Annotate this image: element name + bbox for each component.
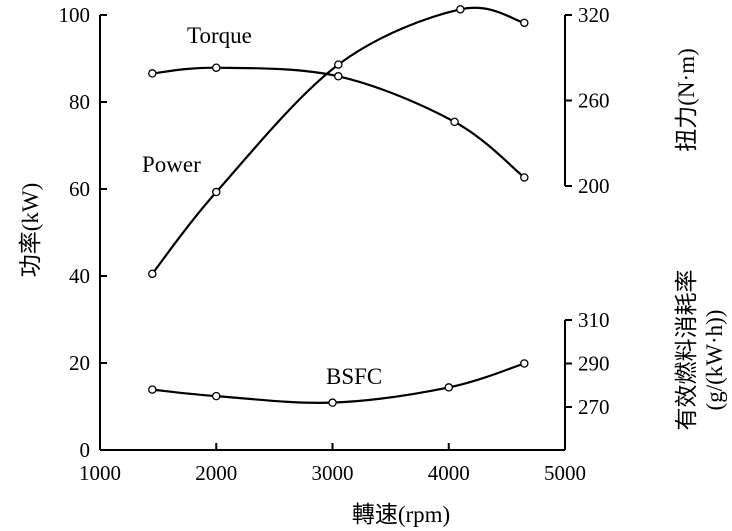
bsfc-point (444, 383, 453, 392)
left-tick-label: 80 (69, 90, 90, 114)
left-tick-label: 60 (69, 177, 90, 201)
torque-tick-label: 260 (578, 89, 610, 113)
x-axis: 1000 2000 3000 4000 5000 (79, 443, 586, 485)
left-tick-label: 0 (80, 438, 91, 462)
torque-tick-label: 200 (578, 174, 610, 198)
left-tick-label: 20 (69, 351, 90, 375)
torque-point (148, 69, 157, 78)
x-tick-label: 3000 (312, 461, 354, 485)
power-point (456, 5, 465, 14)
power-point (211, 187, 221, 197)
bsfc-tick-label: 310 (578, 308, 610, 332)
axis-titles: 轉速(rpm) 功率(kW) 扭力(N·m) 有效燃料消耗率 (g/(kW·h)) (18, 48, 727, 527)
left-axis: 0 20 40 60 80 100 (59, 3, 107, 462)
bsfc-tick-label: 290 (578, 352, 610, 376)
torque-series-label: Torque (187, 23, 252, 48)
x-axis-title: 轉速(rpm) (352, 502, 450, 527)
torque-point (520, 173, 529, 182)
torque-point (334, 72, 343, 81)
series-labels: Torque Power BSFC (142, 23, 382, 389)
power-series-label: Power (142, 152, 201, 177)
x-tick-label: 4000 (428, 461, 470, 485)
left-tick-label: 40 (69, 264, 90, 288)
torque-point (211, 63, 221, 72)
torque-curve (152, 66, 525, 179)
bsfc-series-label: BSFC (326, 364, 382, 389)
torque-axis: 200 260 320 (564, 3, 610, 198)
bsfc-point (328, 398, 337, 407)
x-tick-label: 1000 (79, 461, 121, 485)
power-point (334, 60, 343, 69)
bsfc-tick-label: 270 (578, 395, 610, 419)
bsfc-axis-title-line1: 有效燃料消耗率 (674, 270, 699, 431)
bsfc-axis-title-line2: (g/(kW·h)) (702, 310, 727, 411)
left-axis-title: 功率(kW) (18, 183, 43, 278)
torque-tick-label: 320 (578, 3, 610, 27)
bsfc-point (520, 359, 529, 368)
left-tick-label: 100 (59, 3, 91, 27)
power-point (520, 18, 529, 28)
bsfc-axis: 270 290 310 (564, 308, 610, 450)
torque-axis-title: 扭力(N·m) (674, 48, 699, 151)
x-tick-label: 2000 (195, 461, 237, 485)
torque-point (450, 117, 459, 127)
series-markers (148, 5, 529, 407)
bsfc-point (211, 391, 221, 401)
x-tick-label: 5000 (544, 461, 586, 485)
power-curve (151, 6, 525, 275)
power-point (148, 269, 157, 279)
bsfc-point (148, 385, 157, 394)
